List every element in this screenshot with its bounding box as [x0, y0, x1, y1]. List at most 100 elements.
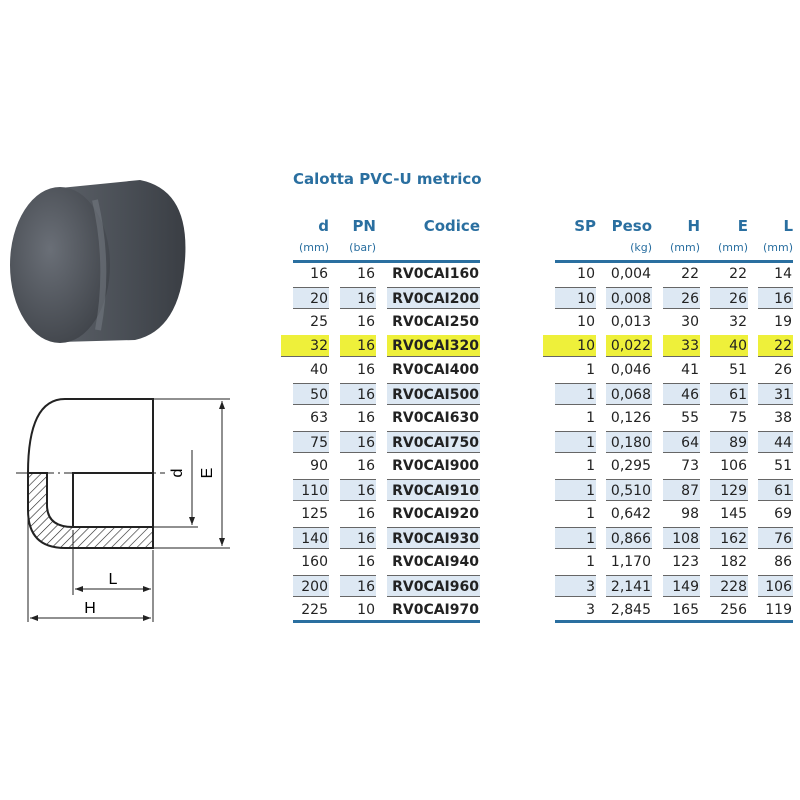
table-cell: 2,141 [606, 575, 652, 597]
column-unit: (mm) [669, 241, 700, 254]
column-header: L [783, 217, 793, 235]
table-cell: 44 [758, 431, 793, 453]
table-cell: 123 [672, 554, 699, 570]
table-cell: 51 [774, 458, 792, 474]
column-header: Peso [611, 217, 652, 235]
pvc-cap-product-photo [10, 180, 186, 343]
table-cell: 1 [586, 458, 595, 474]
table-cell: 26 [774, 362, 792, 378]
table-cell: 75 [293, 431, 329, 453]
table-cell: 0,004 [610, 266, 651, 282]
dim-h-label: H [84, 600, 96, 617]
table-cell: 32 [281, 335, 329, 357]
table-cell: 0,295 [610, 458, 651, 474]
table-cell: RV0CAI960 [387, 575, 480, 597]
dim-d-label: d [169, 469, 186, 478]
table-cell: 10 [577, 314, 595, 330]
column-header: Codice [423, 217, 480, 235]
table-cell: RV0CAI500 [387, 383, 480, 405]
header-rule-right [555, 260, 793, 263]
table-cell: 40 [310, 362, 328, 378]
table-cell: 149 [663, 575, 700, 597]
table-cell: 22 [758, 335, 793, 357]
table-cell: 1 [555, 383, 596, 405]
table-cell: 1 [555, 479, 596, 501]
column-header: H [687, 217, 700, 235]
table-cell: 61 [710, 383, 748, 405]
table-cell: 55 [681, 410, 699, 426]
table-cell: 86 [774, 554, 792, 570]
table-cell: RV0CAI750 [387, 431, 480, 453]
table-cell: 0,068 [606, 383, 652, 405]
table-cell: 51 [729, 362, 747, 378]
table-cell: 3 [555, 575, 596, 597]
table-cell: 1 [586, 554, 595, 570]
column-unit: (bar) [349, 241, 376, 254]
header-rule-left [293, 260, 480, 263]
table-cell: 16 [357, 314, 375, 330]
dim-e-label: E [199, 468, 216, 479]
table-cell: 16 [357, 506, 375, 522]
table-cell: 87 [663, 479, 700, 501]
table-cell: RV0CAI320 [387, 335, 480, 357]
table-cell: 3 [586, 602, 595, 618]
table-cell: 165 [672, 602, 699, 618]
table-cell: 16 [357, 410, 375, 426]
table-cell: 14 [774, 266, 792, 282]
table-cell: 145 [720, 506, 747, 522]
column-unit: (kg) [630, 241, 652, 254]
table-cell: 16 [758, 287, 793, 309]
table-cell: 19 [774, 314, 792, 330]
table-cell: 1 [586, 506, 595, 522]
table-cell: 225 [301, 602, 328, 618]
table-cell: 1 [555, 431, 596, 453]
table-cell: 61 [758, 479, 793, 501]
table-cell: 140 [293, 527, 329, 549]
table-cell: 0,022 [606, 335, 652, 357]
table-cell: 129 [710, 479, 748, 501]
table-cell: 50 [293, 383, 329, 405]
column-header: SP [574, 217, 596, 235]
table-cell: 106 [758, 575, 793, 597]
table-cell: RV0CAI910 [387, 479, 480, 501]
dim-l-label: L [109, 571, 118, 588]
table-cell: RV0CAI970 [392, 602, 479, 618]
table-cell: 16 [340, 431, 376, 453]
column-header: PN [352, 217, 376, 235]
table-cell: 1 [586, 362, 595, 378]
table-cell: 76 [758, 527, 793, 549]
table-cell: 31 [758, 383, 793, 405]
table-cell: 1,170 [610, 554, 651, 570]
table-cell: 16 [340, 383, 376, 405]
table-cell: 110 [293, 479, 329, 501]
table-cell: 1 [555, 527, 596, 549]
column-header: d [318, 217, 329, 235]
table-cell: 33 [663, 335, 700, 357]
table-cell: 16 [357, 458, 375, 474]
table-cell: 73 [681, 458, 699, 474]
table-cell: 200 [293, 575, 329, 597]
table-cell: 89 [710, 431, 748, 453]
table-cell: 162 [710, 527, 748, 549]
table-cell: 160 [301, 554, 328, 570]
table-cell: RV0CAI400 [392, 362, 479, 378]
table-cell: 119 [765, 602, 792, 618]
column-unit: (mm) [717, 241, 748, 254]
footer-rule-left [293, 620, 480, 623]
table-cell: 0,126 [610, 410, 651, 426]
table-cell: 0,866 [606, 527, 652, 549]
table-cell: RV0CAI160 [392, 266, 479, 282]
table-cell: 125 [301, 506, 328, 522]
table-cell: 1 [586, 410, 595, 426]
table-cell: RV0CAI920 [392, 506, 479, 522]
table-cell: 26 [710, 287, 748, 309]
table-cell: 30 [681, 314, 699, 330]
column-header: E [737, 217, 748, 235]
table-cell: 75 [729, 410, 747, 426]
technical-drawing: d E L H [16, 398, 230, 622]
table-cell: 10 [357, 602, 375, 618]
table-cell: 0,008 [606, 287, 652, 309]
table-cell: 228 [710, 575, 748, 597]
table-cell: 40 [710, 335, 748, 357]
table-cell: 16 [340, 527, 376, 549]
